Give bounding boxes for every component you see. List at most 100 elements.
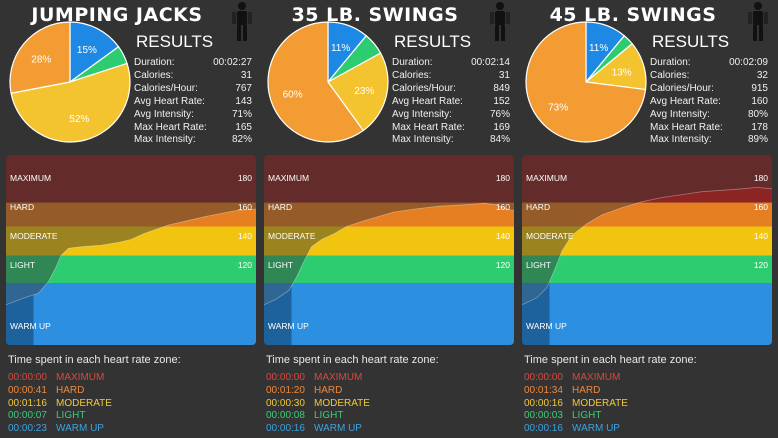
stat-value: 71% [231, 108, 252, 120]
stat-label: Calories/Hour: [650, 82, 714, 94]
stat-label: Avg Intensity: [392, 108, 452, 120]
hr-tick-label: 180 [238, 173, 252, 183]
zone-name: MAXIMUM [314, 372, 363, 383]
zone-row-light: 00:00:07 LIGHT [8, 410, 112, 423]
zone-name: HARD [572, 384, 601, 396]
stat-row: Calories/Hour: 849 [392, 83, 510, 96]
pie-slice-label: 28% [31, 54, 51, 65]
stats-list: Duration: 00:02:14 Calories: 31 Calories/Hou… [392, 57, 510, 147]
zone-time: 00:00:00 [524, 372, 563, 383]
stat-value: 152 [493, 95, 510, 107]
zone-time: 00:01:16 [8, 397, 47, 409]
zone-name: MODERATE [572, 397, 628, 409]
zone-name: HARD [314, 384, 343, 396]
stat-row: Calories: 32 [650, 70, 768, 83]
zone-band-maximum [6, 155, 256, 203]
exercise-title: JUMPING JACKS [31, 4, 203, 26]
stat-value: 00:02:09 [729, 57, 768, 68]
stat-label: Avg Heart Rate: [650, 95, 721, 107]
stat-row: Avg Intensity: 76% [392, 109, 510, 122]
hr-tick-label: 160 [754, 202, 768, 212]
zone-time: 00:00:23 [8, 423, 47, 435]
stat-row: Calories: 31 [134, 70, 252, 83]
zone-row-maximum: 00:00:00 MAXIMUM [266, 372, 370, 385]
heart-rate-line [6, 208, 256, 306]
athlete-figure-icon [748, 2, 768, 41]
stat-value: 31 [240, 69, 252, 81]
zone-name: MAXIMUM [572, 372, 621, 383]
zone-name: LIGHT [314, 410, 344, 422]
zone-name: MAXIMUM [56, 372, 105, 383]
zone-label: MAXIMUM [526, 173, 567, 183]
stat-value: 82% [231, 134, 252, 146]
stats-list: Duration: 00:02:27 Calories: 31 Calories/Hou… [134, 57, 252, 147]
stat-value: 89% [747, 134, 768, 146]
zone-time: 00:00:00 [8, 372, 47, 383]
stat-label: Calories: [134, 69, 174, 81]
exercise-title: 45 LB. SWINGS [549, 4, 717, 26]
zone-row-warm_up: 00:00:23 WARM UP [8, 423, 112, 436]
pie-slice-label: 52% [69, 114, 89, 125]
stat-value: 143 [235, 95, 252, 107]
panel-35lb-swings: 35 LB. SWINGS 11% 23% 60% RESULTS Duration… [264, 0, 514, 438]
zone-row-warm_up: 00:00:16 WARM UP [266, 423, 370, 436]
zone-label: MODERATE [10, 231, 58, 241]
zone-times-list: 00:00:00 MAXIMUM 00:01:34 HARD 00:00:16 MODER… [524, 372, 628, 436]
stat-label: Duration: [392, 57, 433, 68]
stat-row: Avg Intensity: 71% [134, 109, 252, 122]
zone-label: HARD [526, 202, 550, 212]
zone-row-light: 00:00:08 LIGHT [266, 410, 370, 423]
stat-value: 00:02:14 [471, 57, 510, 68]
pie-slice-label: 23% [354, 86, 374, 97]
stat-value: 767 [235, 82, 252, 94]
zone-row-moderate: 00:00:30 MODERATE [266, 398, 370, 411]
stat-row: Max Intensity: 84% [392, 134, 510, 147]
stat-row: Avg Intensity: 80% [650, 109, 768, 122]
zone-name: MODERATE [314, 397, 370, 409]
zone-label: HARD [10, 202, 34, 212]
stat-value: 32 [756, 69, 768, 81]
stat-row: Calories: 31 [392, 70, 510, 83]
stat-label: Avg Intensity: [650, 108, 710, 120]
heart-rate-line [522, 186, 772, 306]
stat-row: Avg Heart Rate: 152 [392, 96, 510, 109]
zone-row-moderate: 00:00:16 MODERATE [524, 398, 628, 411]
zone-name: LIGHT [572, 410, 602, 422]
zone-name: HARD [56, 384, 85, 396]
zone-time: 00:00:16 [524, 397, 563, 409]
zone-fill-warm_up [522, 283, 772, 345]
zone-row-maximum: 00:00:00 MAXIMUM [524, 372, 628, 385]
hr-tick-label: 120 [754, 260, 768, 270]
zone-time: 00:00:30 [266, 397, 305, 409]
pie-slice [69, 21, 120, 84]
stat-row: Calories/Hour: 767 [134, 83, 252, 96]
zone-time: 00:00:00 [266, 372, 305, 383]
zone-time: 00:00:41 [8, 384, 47, 396]
zone-label: WARM UP [10, 321, 51, 331]
zone-times-list: 00:00:00 MAXIMUM 00:01:20 HARD 00:00:30 MODER… [266, 372, 370, 436]
stat-row: Max Heart Rate: 178 [650, 122, 768, 135]
results-heading: RESULTS [652, 32, 730, 51]
stat-value: 84% [489, 134, 510, 146]
pie-slice [9, 21, 71, 94]
zone-name: WARM UP [314, 423, 362, 435]
stat-value: 80% [747, 108, 768, 120]
stat-label: Max Intensity: [392, 134, 454, 146]
pie-slice-label: 60% [283, 90, 303, 101]
zone-time: 00:00:16 [266, 423, 305, 435]
stat-label: Max Intensity: [650, 134, 712, 146]
stat-label: Avg Intensity: [134, 108, 194, 120]
zone-row-hard: 00:01:34 HARD [524, 385, 628, 398]
zone-time: 00:00:03 [524, 410, 563, 422]
stat-row: Max Intensity: 89% [650, 134, 768, 147]
zones-heading: Time spent in each heart rate zone: [524, 354, 697, 366]
hr-tick-label: 120 [496, 260, 510, 270]
heart-rate-chart: MAXIMUM 180 HARD 160 MODERATE 140 LIGHT 120 WARM… [6, 155, 256, 345]
heart-rate-line [264, 202, 514, 306]
zone-label: MAXIMUM [10, 173, 51, 183]
stat-label: Duration: [650, 57, 691, 68]
stat-label: Avg Heart Rate: [134, 95, 205, 107]
zone-label: MAXIMUM [268, 173, 309, 183]
hr-tick-label: 140 [754, 231, 768, 241]
results-heading: RESULTS [136, 32, 214, 51]
